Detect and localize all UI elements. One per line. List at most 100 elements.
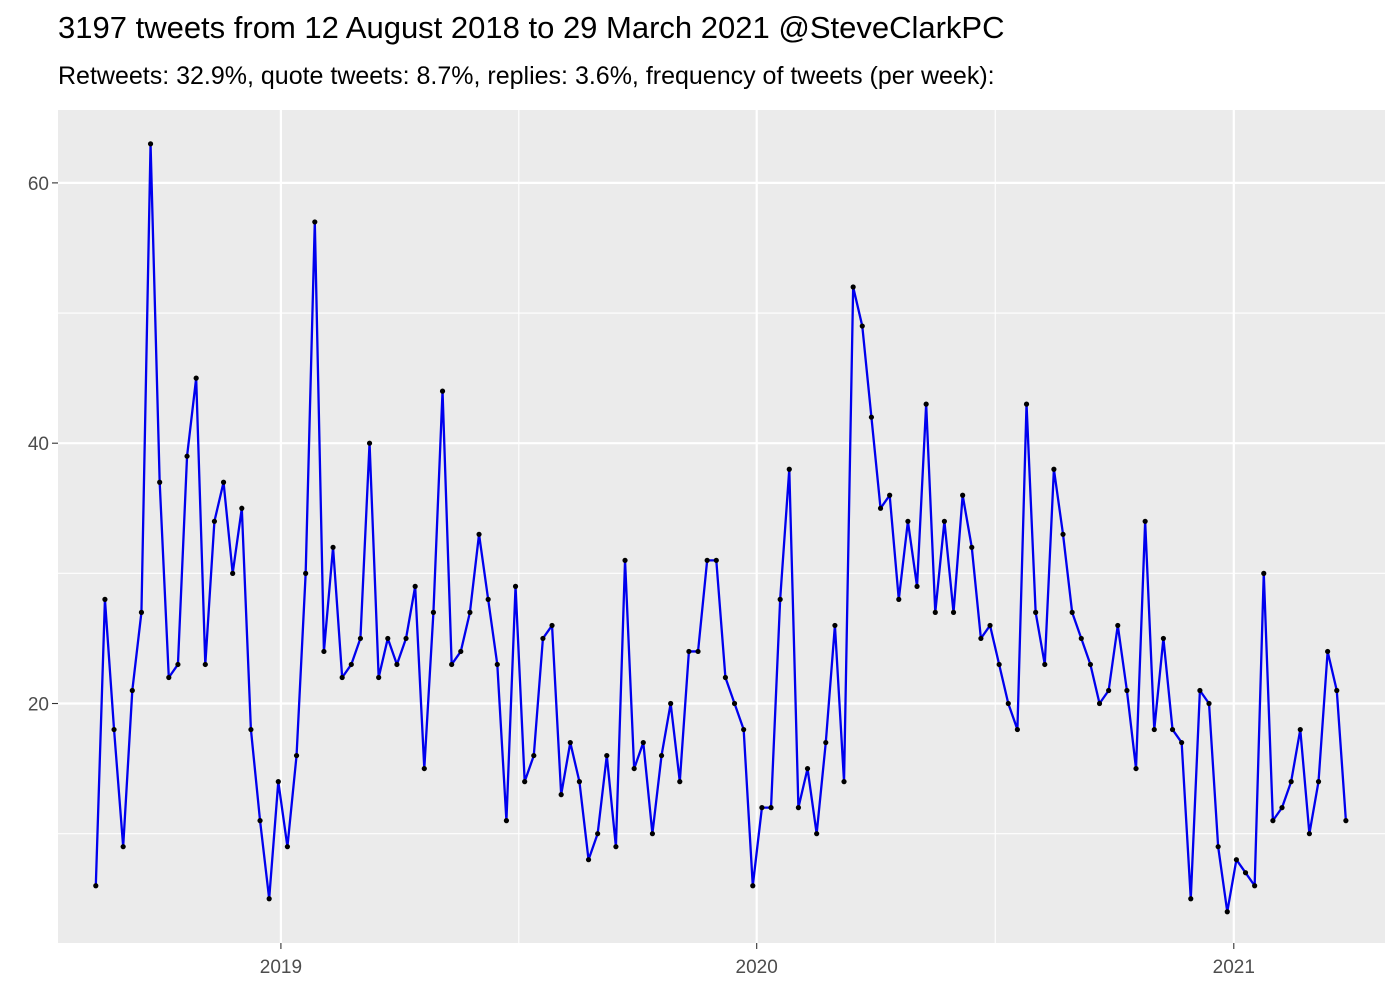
data-point [1179, 739, 1185, 746]
data-point [1334, 687, 1340, 694]
data-point [467, 609, 473, 616]
data-point [850, 284, 856, 290]
data-point [1242, 870, 1249, 876]
minor-gridlines [58, 110, 1385, 943]
data-point [166, 674, 172, 681]
data-point [1297, 726, 1303, 733]
data-point [284, 844, 291, 850]
data-point [330, 544, 336, 550]
data-point [193, 375, 199, 381]
data-point [914, 583, 920, 589]
data-point [658, 752, 665, 759]
data-point [138, 609, 145, 616]
data-point [859, 323, 865, 329]
data-point [211, 518, 218, 524]
data-point [668, 700, 674, 707]
data-point [239, 505, 245, 511]
data-point [1005, 700, 1011, 707]
data-point [741, 726, 747, 733]
data-point [248, 726, 254, 733]
data-point [93, 883, 99, 889]
data-point [494, 661, 500, 668]
data-point [220, 479, 227, 485]
data-point [987, 622, 993, 629]
data-point [1096, 700, 1103, 707]
data-point [120, 844, 126, 850]
data-point [960, 492, 966, 498]
data-point [595, 831, 601, 837]
data-point [1142, 518, 1148, 524]
data-point [1078, 635, 1084, 642]
x-tick-label: 2019 [260, 957, 302, 978]
data-point [941, 518, 948, 524]
data-point [722, 674, 729, 681]
y-tick-label: 40 [28, 434, 49, 455]
data-point [376, 674, 382, 681]
data-point [1343, 818, 1349, 824]
data-point [704, 557, 710, 563]
major-gridlines [58, 110, 1385, 943]
data-point [686, 648, 692, 655]
data-point [1023, 401, 1030, 407]
data-point [677, 779, 683, 785]
data-point [157, 479, 163, 485]
data-point [1133, 765, 1139, 772]
data-point [969, 544, 975, 550]
data-point [622, 557, 628, 563]
data-point [640, 739, 646, 746]
data-point [1315, 779, 1322, 785]
data-point [1014, 726, 1021, 733]
data-point [421, 765, 427, 772]
data-point [950, 609, 957, 616]
data-point [458, 648, 464, 655]
data-point [430, 609, 437, 616]
data-point [1151, 726, 1157, 733]
data-point [1033, 609, 1039, 616]
data-point [604, 752, 610, 759]
data-point [795, 805, 802, 811]
data-point [1106, 687, 1112, 694]
data-point [1261, 570, 1267, 576]
data-point [786, 466, 792, 472]
data-point [978, 635, 984, 642]
data-point [1060, 531, 1066, 537]
data-point [275, 779, 281, 785]
data-point [1069, 609, 1075, 616]
data-point [503, 818, 510, 824]
data-point [996, 661, 1002, 668]
data-point [522, 779, 528, 785]
data-point [147, 141, 154, 147]
data-point [576, 779, 583, 785]
data-point [1306, 831, 1312, 837]
data-point [1270, 818, 1276, 824]
data-point [1206, 700, 1212, 707]
data-point [540, 635, 546, 642]
data-point [266, 896, 272, 902]
data-point [905, 518, 911, 524]
data-point [476, 531, 482, 537]
data-point [613, 844, 619, 850]
data-point [111, 726, 117, 733]
data-point [348, 661, 354, 668]
data-point [887, 492, 893, 498]
data-point [312, 219, 318, 225]
axis-tick-labels: 20 40 60 2019 2020 2021 [28, 174, 1255, 978]
data-point [1224, 909, 1230, 915]
chart-title: 3197 tweets from 12 August 2018 to 29 Ma… [58, 10, 1005, 45]
data-point [549, 622, 555, 629]
data-point [512, 583, 519, 589]
data-point [184, 453, 190, 459]
data-point [759, 805, 765, 811]
data-point [814, 831, 820, 837]
data-point [932, 609, 938, 616]
series-line-group [94, 142, 1348, 913]
data-point [713, 557, 719, 563]
data-point [841, 779, 847, 785]
data-point [129, 687, 135, 694]
y-tick-label: 20 [28, 695, 49, 716]
data-point [531, 752, 537, 759]
data-point [750, 883, 756, 889]
data-point [1115, 622, 1121, 629]
data-point [339, 674, 345, 681]
data-point [1160, 635, 1166, 642]
